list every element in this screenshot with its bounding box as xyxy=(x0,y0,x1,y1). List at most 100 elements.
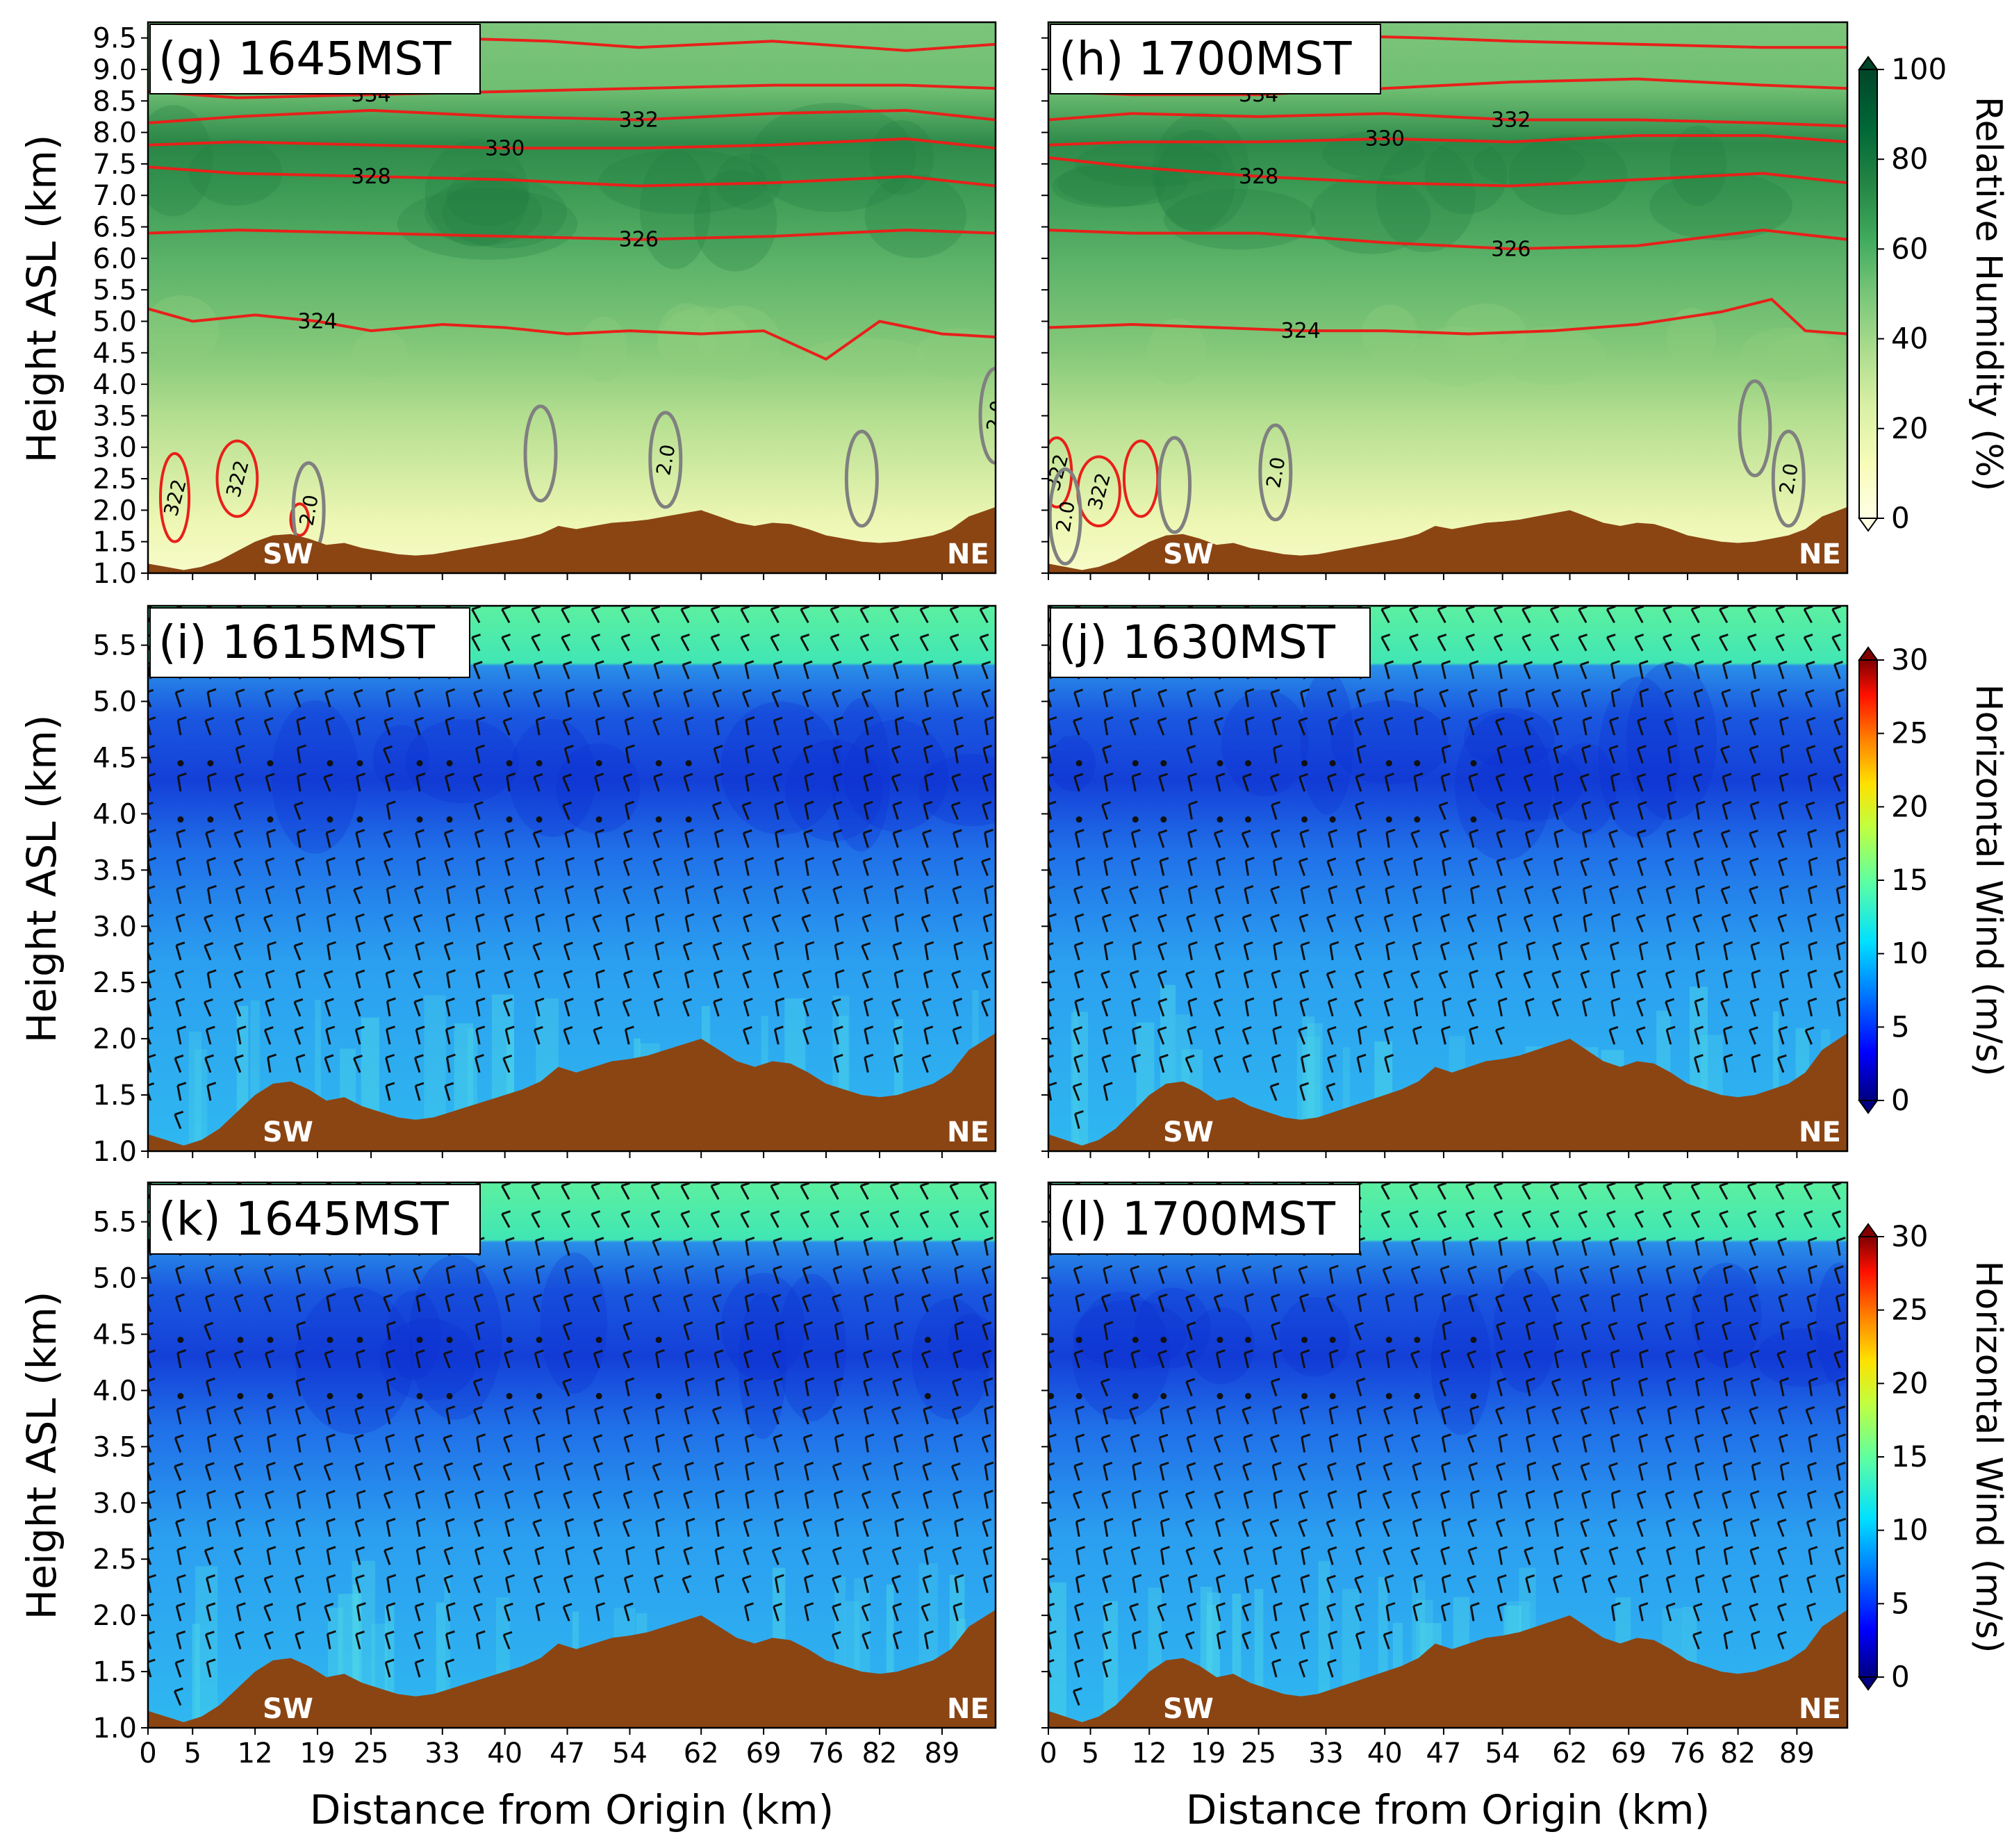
panel-title-h-text: (h) 1700MST xyxy=(1059,32,1352,85)
y-axis-label-top: Height ASL (km) xyxy=(18,135,65,463)
panel-i-terrain xyxy=(148,1033,996,1151)
x-tick-label: 47 xyxy=(550,1738,585,1769)
colorbar-tick-label: 15 xyxy=(1891,863,1928,897)
panel-j-field xyxy=(1048,606,1847,1151)
colorbar-tick-label: 30 xyxy=(1891,1219,1928,1253)
panel-i-field xyxy=(148,606,996,1151)
theta-contour-324 xyxy=(148,307,996,361)
x-tick-label: 0 xyxy=(139,1738,156,1769)
colorbar-tick-label: 40 xyxy=(1891,322,1928,356)
y-tick-label: 1.5 xyxy=(92,1080,137,1112)
panel-l-field-texture xyxy=(1050,1262,1847,1728)
terrain-label-ne: NE xyxy=(1799,538,1841,570)
svg-text:2.0: 2.0 xyxy=(295,493,323,528)
terrain-label-sw: SW xyxy=(263,538,313,570)
w-contour-3 xyxy=(844,429,879,528)
panel-h-field xyxy=(1048,22,1847,573)
theta-label-326: 326 xyxy=(619,228,659,252)
theta-contour-336 xyxy=(442,36,996,52)
x-tick-label: 89 xyxy=(1779,1738,1815,1769)
x-tick-label: 40 xyxy=(487,1738,522,1769)
x-tick-label: 69 xyxy=(1611,1738,1647,1769)
y-tick-label: 1.5 xyxy=(92,1656,137,1688)
y-tick-label: 5.5 xyxy=(92,630,137,662)
terrain-label-sw: SW xyxy=(1163,1693,1214,1725)
panel-h-frame xyxy=(1047,21,1849,575)
theta-label-328: 328 xyxy=(351,165,390,189)
x-tick-label: 89 xyxy=(924,1738,959,1769)
colorbar-tick-label: 20 xyxy=(1891,789,1928,823)
panel-title-l-text: (l) 1700MST xyxy=(1059,1192,1336,1246)
x-tick-label: 47 xyxy=(1426,1738,1461,1769)
y-tick-label: 1.0 xyxy=(92,558,137,590)
colorbar-wind-bottom-label: Horizontal Wind (m/s) xyxy=(1968,1260,2009,1653)
terrain-label-ne: NE xyxy=(947,1693,989,1725)
w-contour-2 xyxy=(1258,423,1293,522)
y-tick-label: 5.0 xyxy=(92,686,137,718)
x-tick-label: 82 xyxy=(1720,1738,1756,1769)
theta-contour-334 xyxy=(148,83,996,99)
y-tick-label: 2.5 xyxy=(92,463,137,495)
panel-title-i: (i) 1615MST xyxy=(149,607,470,678)
colorbar-wind-top: 0 5 10 15 20 25 30 Horizontal Wind (m/s) xyxy=(1858,643,2009,1117)
colorbar-tick-label: 25 xyxy=(1891,1293,1928,1327)
y-tick-label: 3.5 xyxy=(92,400,137,432)
y-tick-label: 7.5 xyxy=(92,149,137,181)
theta-contour-330 xyxy=(148,137,996,150)
x-tick-label: 40 xyxy=(1367,1738,1403,1769)
theta-label-324: 324 xyxy=(1281,319,1321,343)
y-tick-label: 6.5 xyxy=(92,212,137,244)
x-tick-label: 54 xyxy=(1485,1738,1520,1769)
colorbar-tick-label: 10 xyxy=(1891,1513,1928,1547)
svg-text:2.0: 2.0 xyxy=(1775,461,1803,496)
y-tick-label: 4.5 xyxy=(92,743,137,775)
y-tick-label: 5.5 xyxy=(92,274,137,306)
panel-l-terrain xyxy=(1048,1610,1847,1728)
y-tick-label: 6.0 xyxy=(92,243,137,275)
colorbar-tick-label: 5 xyxy=(1891,1009,1910,1043)
theta-contour-326 xyxy=(1048,229,1847,251)
y-tick-label: 7.0 xyxy=(92,180,137,212)
theta-label-324: 324 xyxy=(297,309,337,333)
colorbar-wind-top-label: Horizontal Wind (m/s) xyxy=(1968,684,2009,1076)
y-tick-label: 4.0 xyxy=(92,369,137,401)
x-tick-label: 5 xyxy=(183,1738,201,1769)
y-tick-label: 1.0 xyxy=(92,1136,137,1168)
colorbar-tick-label: 5 xyxy=(1891,1586,1910,1620)
panel-title-g: (g) 1645MST xyxy=(149,24,481,94)
w-contour-3 xyxy=(1738,379,1772,478)
y-tick-label: 2.0 xyxy=(92,495,137,527)
y-tick-label: 5.0 xyxy=(92,1263,137,1295)
x-tick-label: 19 xyxy=(300,1738,336,1769)
x-tick-label: 19 xyxy=(1191,1738,1226,1769)
panel-title-l: (l) 1700MST xyxy=(1050,1184,1360,1255)
theta-contour-328 xyxy=(148,165,996,188)
panel-g-terrain xyxy=(148,506,996,573)
colorbar-tick-label: 10 xyxy=(1891,937,1928,971)
panel-l-frame xyxy=(1047,1181,1849,1729)
panel-h-terrain xyxy=(1048,506,1847,573)
w-contour-1 xyxy=(1157,436,1192,534)
x-tick-label: 0 xyxy=(1039,1738,1057,1769)
theta-contour-332 xyxy=(148,108,996,124)
theta-contour-332 xyxy=(1048,112,1847,128)
y-tick-label: 3.0 xyxy=(92,432,137,464)
theta-label-330: 330 xyxy=(1365,127,1405,151)
y-axis-label-middle: Height ASL (km) xyxy=(18,715,65,1043)
w-contour-4 xyxy=(1771,429,1806,528)
colorbar-tick-label: 30 xyxy=(1891,643,1928,677)
colorbar-wind-bottom: 0 5 10 15 20 25 30 Horizontal Wind (m/s) xyxy=(1858,1219,2009,1694)
y-tick-label: 3.5 xyxy=(92,1431,137,1463)
panel-k-barbs xyxy=(148,1182,994,1706)
panel-k-frame xyxy=(147,1181,997,1729)
theta-label-328: 328 xyxy=(1239,165,1278,189)
x-tick-label: 76 xyxy=(809,1738,844,1769)
y-tick-label: 5.5 xyxy=(92,1207,137,1239)
y-tick-label: 8.0 xyxy=(92,117,137,149)
colorbar-tick-label: 100 xyxy=(1891,52,1947,86)
terrain-label-ne: NE xyxy=(947,1116,989,1148)
svg-text:2.0: 2.0 xyxy=(1052,500,1080,534)
x-tick-label: 25 xyxy=(354,1738,389,1769)
w-contour-2 xyxy=(648,411,683,509)
